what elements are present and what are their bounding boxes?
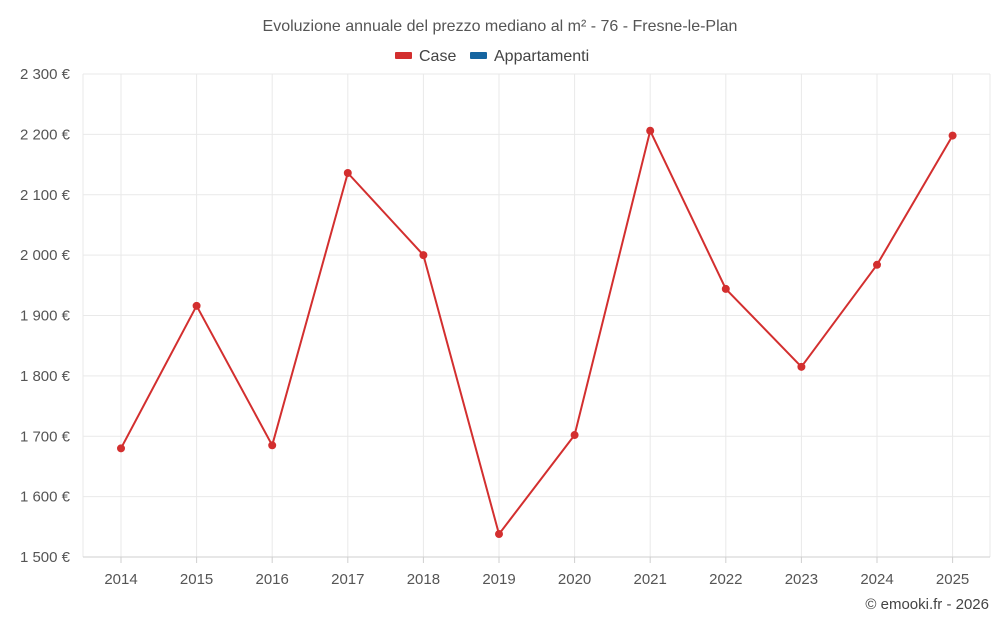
legend-item-appartamenti[interactable]: Appartamenti [470,48,589,65]
data-point-2019[interactable] [495,530,503,539]
credit-text: © emooki.fr - 2026 [865,596,989,613]
data-point-2024[interactable] [873,260,881,269]
x-tick-label: 2022 [709,571,742,588]
x-tick-label: 2024 [860,571,893,588]
x-tick-label: 2017 [331,571,364,588]
data-point-2020[interactable] [570,431,579,440]
x-tick-label: 2016 [256,571,289,588]
x-tick-label: 2014 [104,571,137,588]
series-line-case [120,129,954,536]
legend-label-appartamenti: Appartamenti [494,48,589,65]
data-point-2017[interactable] [343,169,352,178]
y-tick-label: 2 000 € [20,247,71,264]
series-case [117,126,957,539]
grid [82,73,991,558]
x-tick-label: 2015 [180,571,213,588]
y-axis-ticks: 1 500 € 1 600 € 1 700 € 1 800 € 1 900 € 2 000… [20,66,71,566]
data-point-2021[interactable] [646,126,655,135]
y-tick-label: 2 200 € [20,126,71,143]
y-tick-label: 1 500 € [20,549,71,566]
x-tick-label: 2021 [634,571,667,588]
y-tick-label: 1 800 € [20,368,71,385]
y-tick-label: 2 300 € [20,66,71,83]
x-axis-ticks: 2014 2015 2016 2017 2018 2019 2020 2021 2022 2023… [104,557,969,588]
y-tick-label: 2 100 € [20,187,71,204]
data-point-2025[interactable] [948,131,957,140]
legend-item-case[interactable]: Case [395,48,456,65]
legend-label-case: Case [419,48,456,65]
legend: Case Appartamenti [395,48,589,65]
legend-swatch-appartamenti [470,52,487,59]
data-point-2014[interactable] [117,444,125,453]
data-point-2022[interactable] [721,284,730,293]
x-tick-label: 2023 [785,571,818,588]
data-point-2015[interactable] [192,301,201,310]
legend-swatch-case [395,52,412,59]
y-tick-label: 1 600 € [20,489,71,506]
x-tick-label: 2020 [558,571,591,588]
chart-title: Evoluzione annuale del prezzo mediano al… [263,18,738,35]
y-tick-label: 1 700 € [20,428,71,445]
data-point-2023[interactable] [797,362,806,371]
x-tick-label: 2025 [936,571,969,588]
data-point-2016[interactable] [268,441,277,450]
x-tick-label: 2019 [482,571,515,588]
x-tick-label: 2018 [407,571,440,588]
y-tick-label: 1 900 € [20,308,71,325]
data-point-2018[interactable] [419,251,428,260]
